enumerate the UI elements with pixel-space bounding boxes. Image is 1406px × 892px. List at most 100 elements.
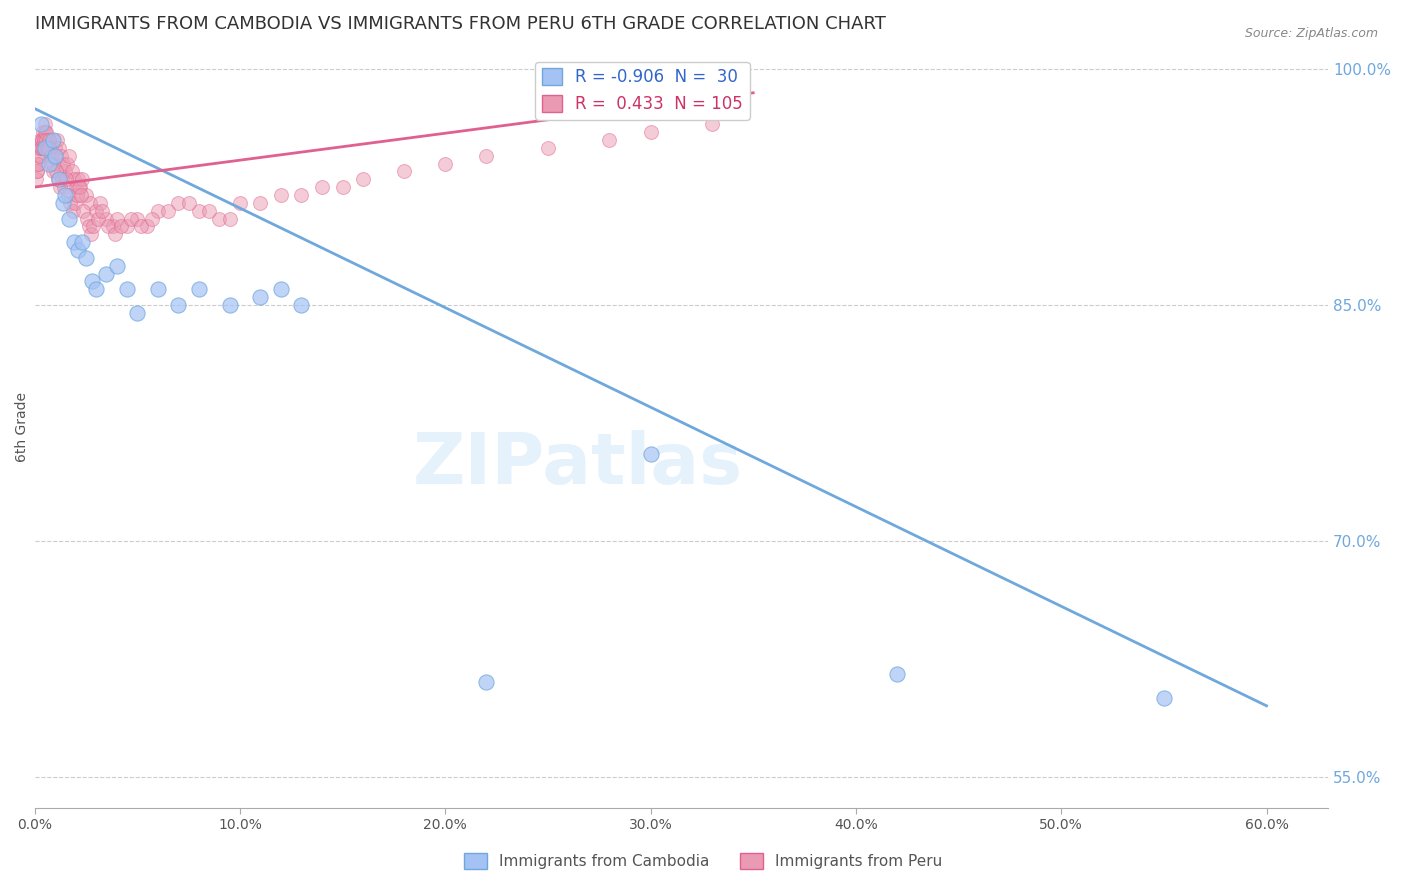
Point bbox=[51, 172, 73, 186]
Point bbox=[332, 180, 354, 194]
Point bbox=[38, 133, 60, 147]
Point bbox=[34, 141, 56, 155]
Point bbox=[35, 141, 58, 155]
Point bbox=[127, 306, 149, 320]
Point bbox=[886, 667, 908, 681]
Point bbox=[249, 290, 271, 304]
Point bbox=[352, 172, 374, 186]
Point bbox=[30, 141, 52, 155]
Point bbox=[290, 188, 312, 202]
Point bbox=[32, 133, 55, 147]
Point bbox=[62, 235, 84, 249]
Point bbox=[25, 164, 48, 178]
Point bbox=[27, 149, 49, 163]
Point bbox=[167, 195, 190, 210]
Point bbox=[28, 141, 51, 155]
Point bbox=[53, 180, 76, 194]
Point bbox=[31, 133, 53, 147]
Point bbox=[91, 203, 114, 218]
Point bbox=[115, 282, 138, 296]
Point bbox=[110, 219, 132, 234]
Point bbox=[70, 235, 93, 249]
Point bbox=[46, 133, 69, 147]
Point bbox=[537, 141, 560, 155]
Point bbox=[42, 133, 65, 147]
Point bbox=[475, 149, 498, 163]
Point bbox=[75, 188, 97, 202]
Point bbox=[46, 172, 69, 186]
Point bbox=[290, 298, 312, 312]
Point bbox=[65, 180, 87, 194]
Point bbox=[62, 203, 84, 218]
Point bbox=[702, 117, 724, 131]
Point bbox=[89, 195, 111, 210]
Point bbox=[35, 133, 58, 147]
Point bbox=[48, 141, 70, 155]
Point bbox=[27, 156, 49, 170]
Point bbox=[434, 156, 457, 170]
Point bbox=[79, 195, 101, 210]
Point bbox=[311, 180, 333, 194]
Point bbox=[53, 188, 76, 202]
Point bbox=[28, 133, 51, 147]
Point bbox=[30, 149, 52, 163]
Point bbox=[146, 282, 169, 296]
Point bbox=[640, 125, 662, 139]
Point bbox=[38, 133, 60, 147]
Point bbox=[53, 164, 76, 178]
Point bbox=[32, 141, 55, 155]
Point bbox=[70, 172, 93, 186]
Text: IMMIGRANTS FROM CAMBODIA VS IMMIGRANTS FROM PERU 6TH GRADE CORRELATION CHART: IMMIGRANTS FROM CAMBODIA VS IMMIGRANTS F… bbox=[35, 15, 886, 33]
Point bbox=[218, 298, 240, 312]
Point bbox=[58, 149, 80, 163]
Point bbox=[69, 180, 91, 194]
Point bbox=[101, 219, 124, 234]
Point bbox=[34, 125, 56, 139]
Point bbox=[120, 211, 142, 226]
Point bbox=[270, 282, 292, 296]
Point bbox=[72, 203, 94, 218]
Point bbox=[82, 219, 104, 234]
Point bbox=[75, 251, 97, 265]
Point bbox=[41, 156, 63, 170]
Point bbox=[66, 172, 89, 186]
Point bbox=[187, 282, 209, 296]
Point bbox=[69, 188, 91, 202]
Point bbox=[52, 195, 75, 210]
Point bbox=[58, 211, 80, 226]
Point bbox=[30, 141, 52, 155]
Point bbox=[66, 243, 89, 257]
Point bbox=[187, 203, 209, 218]
Point bbox=[31, 125, 53, 139]
Point bbox=[48, 172, 70, 186]
Point bbox=[51, 149, 73, 163]
Point bbox=[44, 141, 66, 155]
Point bbox=[76, 211, 98, 226]
Point bbox=[77, 219, 100, 234]
Point bbox=[249, 195, 271, 210]
Point bbox=[62, 172, 84, 186]
Point bbox=[167, 298, 190, 312]
Point bbox=[80, 227, 103, 242]
Point bbox=[39, 149, 62, 163]
Point bbox=[105, 211, 128, 226]
Point bbox=[58, 188, 80, 202]
Point bbox=[41, 164, 63, 178]
Point bbox=[49, 180, 72, 194]
Point bbox=[115, 219, 138, 234]
Point bbox=[157, 203, 180, 218]
Point bbox=[56, 156, 79, 170]
Point bbox=[177, 195, 200, 210]
Point bbox=[39, 141, 62, 155]
Point bbox=[87, 211, 110, 226]
Point bbox=[55, 172, 77, 186]
Point bbox=[25, 164, 48, 178]
Point bbox=[25, 172, 48, 186]
Point bbox=[1153, 690, 1175, 705]
Text: ZIPatlas: ZIPatlas bbox=[413, 431, 742, 500]
Point bbox=[66, 188, 89, 202]
Point bbox=[34, 133, 56, 147]
Point bbox=[598, 133, 620, 147]
Point bbox=[30, 117, 52, 131]
Point bbox=[229, 195, 252, 210]
